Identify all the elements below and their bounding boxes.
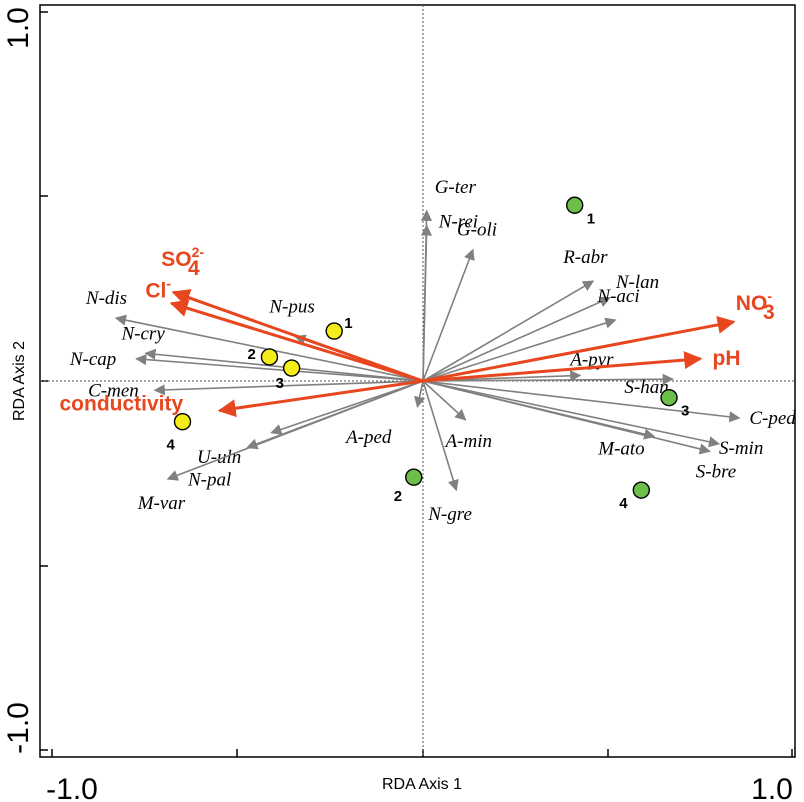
env-arrow-no — [422, 315, 736, 383]
species-arrow-n-lan — [422, 296, 611, 382]
env-label-name: SO — [161, 248, 191, 271]
species-arrow-n-cap — [135, 353, 424, 382]
site-point-green-4 — [632, 481, 650, 499]
species-label-a-ped: A-ped — [344, 427, 392, 448]
species-label-s-min: S-min — [719, 438, 763, 459]
species-arrow-g-oli — [422, 248, 475, 382]
species-arrow-u-uln — [270, 380, 424, 435]
species-arrow-c-ped — [422, 380, 741, 423]
species-arrow-a-min — [422, 380, 467, 421]
env-label-no: NO-3 — [736, 288, 775, 324]
env-arrow-conductivity — [217, 379, 424, 418]
site-point-green-1 — [566, 196, 584, 214]
site-label-yellow-2: 2 — [247, 346, 255, 363]
species-label-n-gre: N-gre — [427, 504, 472, 525]
env-label-superscript: 2- — [192, 244, 205, 260]
site-point-yellow-4 — [173, 413, 192, 431]
site-point-green-2 — [405, 468, 423, 486]
x-ticks — [51, 749, 793, 757]
x-axis-title: RDA Axis 1 — [382, 776, 462, 793]
site-label-green-4: 4 — [619, 495, 628, 512]
species-label-n-cap: N-cap — [69, 349, 116, 370]
species-arrow-r-abr — [422, 280, 595, 382]
species-arrow-s-han — [422, 373, 674, 385]
site-point-yellow-1 — [325, 322, 343, 340]
env-label-conductivity: conductivity — [60, 393, 184, 416]
env-label-superscript: - — [166, 275, 171, 291]
env-label-subscript: 4 — [188, 257, 200, 280]
site-label-green-2: 2 — [394, 488, 402, 505]
env-label-name: pH — [713, 347, 741, 370]
species-label-r-abr: R-abr — [562, 247, 608, 268]
env-arrow-so — [171, 289, 424, 383]
site-label-yellow-3: 3 — [276, 375, 284, 392]
y-tick-label-bottom: -1.0 — [2, 702, 35, 754]
env-label-superscript: - — [767, 288, 772, 304]
species-label-n-pus: N-pus — [268, 297, 314, 318]
species-label-c-ped: C-ped — [749, 408, 796, 429]
species-label-s-bre: S-bre — [696, 461, 736, 482]
site-point-yellow-3 — [282, 359, 301, 377]
species-label-n-lan: N-lan — [615, 272, 659, 293]
env-label-name: NO — [736, 292, 768, 315]
species-arrow-n-rei — [420, 224, 433, 382]
species-label-g-ter: G-ter — [435, 177, 477, 198]
site-label-yellow-1: 1 — [344, 315, 352, 332]
species-label-a-min: A-min — [444, 431, 492, 452]
species-label-n-aci: N-aci — [596, 286, 639, 307]
species-arrow-a-ped — [414, 380, 426, 408]
site-points: 1 2 3 4 1 2 3 4 — [167, 196, 689, 512]
env-label-ph: pH — [713, 347, 741, 370]
env-arrow-ph — [422, 351, 703, 383]
species-arrow-m-ato — [422, 380, 656, 440]
species-arrow-n-aci — [422, 317, 617, 382]
env-label-name: conductivity — [60, 393, 184, 416]
env-label-name: Cl — [145, 279, 166, 302]
env-arrow-cl — [169, 299, 424, 383]
x-tick-label-left: -1.0 — [46, 773, 98, 802]
env-label-so: SO2-4 — [161, 244, 204, 280]
site-point-green-3 — [660, 388, 678, 407]
species-label-n-rei: N-rei — [438, 212, 478, 233]
species-arrow-m-var — [166, 380, 424, 481]
species-label-m-var: M-var — [137, 493, 186, 514]
y-tick-label-top: 1.0 — [2, 7, 35, 49]
species-label-n-pal: N-pal — [187, 470, 231, 491]
species-label-m-ato: M-ato — [597, 439, 644, 460]
species-label-n-dis: N-dis — [85, 288, 127, 309]
species-arrow-s-min — [422, 380, 721, 448]
species-arrow-n-gre — [422, 380, 459, 492]
site-point-yellow-2 — [260, 348, 279, 366]
species-label-c-men: C-men — [88, 380, 139, 401]
species-label-n-cry: N-cry — [121, 323, 166, 344]
env-label-cl: Cl- — [145, 275, 171, 302]
site-label-green-1: 1 — [587, 210, 595, 227]
site-label-green-3: 3 — [681, 403, 689, 420]
species-label-u-uln: U-uln — [197, 447, 241, 468]
species-label-g-oli: G-oli — [457, 220, 497, 241]
env-label-subscript: 3 — [763, 301, 775, 324]
y-axis-title: RDA Axis 2 — [11, 341, 28, 421]
species-label-s-han: S-han — [624, 377, 668, 398]
x-tick-label-right: 1.0 — [751, 773, 793, 802]
site-label-yellow-4: 4 — [167, 437, 176, 454]
species-arrow-c-men — [153, 380, 424, 396]
